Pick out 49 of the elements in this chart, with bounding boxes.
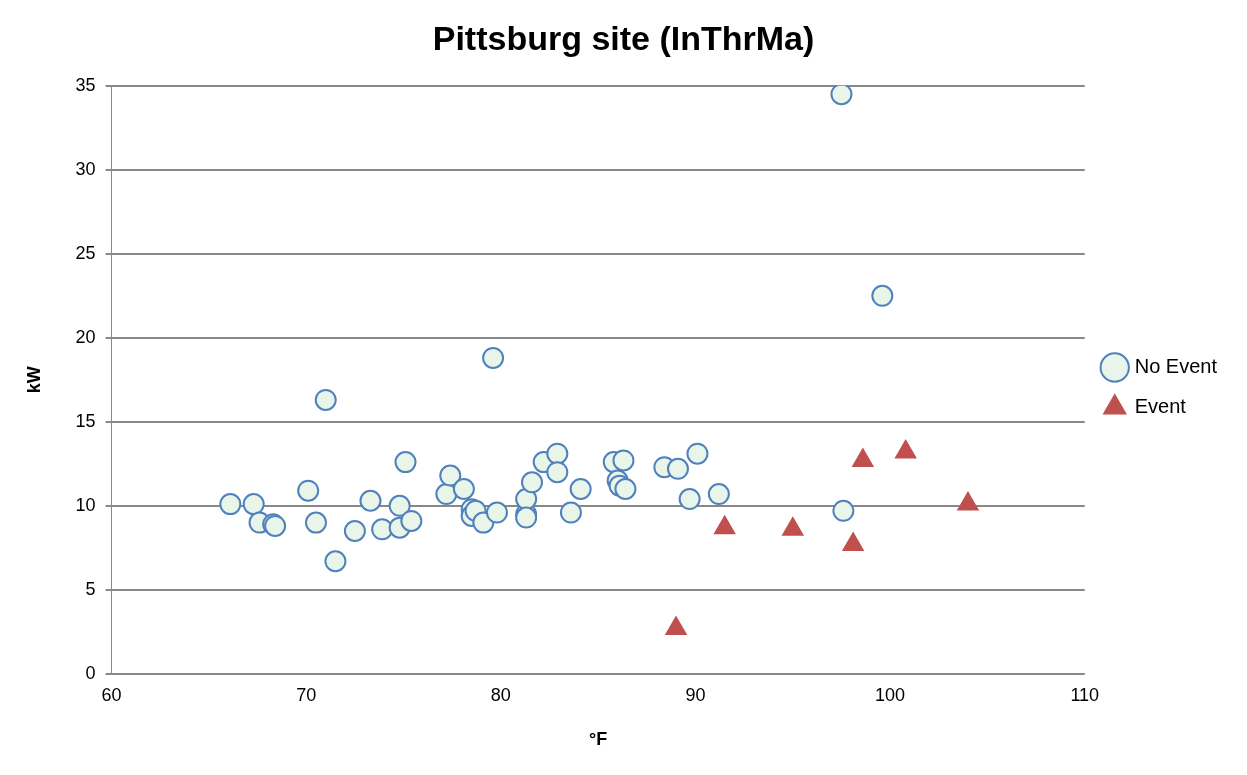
y-tick-label: 15: [75, 410, 96, 431]
point: [559, 501, 582, 524]
point: [400, 509, 423, 532]
x-axis-title: °F: [589, 729, 608, 750]
y-tick-label: 20: [75, 326, 96, 347]
point: [314, 388, 337, 411]
chart-title: Pittsburg site (InThrMa): [432, 18, 815, 57]
point: [343, 520, 366, 542]
point: [304, 511, 327, 534]
point: [242, 493, 265, 516]
x-tick-label: 110: [1070, 684, 1100, 705]
point: [614, 478, 637, 500]
point: [832, 499, 855, 522]
point: [871, 284, 894, 307]
point: [359, 489, 382, 512]
point: [686, 442, 709, 465]
x-tick-label: 90: [685, 684, 706, 705]
y-tick-label: 10: [75, 494, 96, 515]
point: [371, 518, 394, 541]
point: [482, 346, 505, 369]
point: [707, 483, 730, 506]
point: [612, 449, 635, 472]
point: [388, 494, 411, 517]
y-tick-label: 30: [75, 158, 96, 179]
point: [678, 488, 701, 511]
x-tick-label: 80: [490, 684, 511, 705]
y-tick-label: 5: [85, 578, 96, 599]
point: [324, 550, 347, 573]
y-tick-label: 0: [85, 662, 96, 683]
point: [546, 442, 569, 465]
point: [219, 493, 242, 516]
x-tick-label: 100: [875, 684, 906, 705]
y-tick-label: 35: [75, 74, 96, 95]
point: [546, 461, 569, 484]
y-axis-title: kW: [23, 366, 44, 394]
point: [439, 464, 462, 487]
legend-label: Event: [1134, 395, 1187, 418]
point: [452, 478, 475, 500]
y-tick-label: 25: [75, 242, 96, 263]
legend-label: No Event: [1134, 355, 1218, 378]
point: [830, 85, 853, 106]
point: [521, 471, 544, 494]
x-tick-label: 70: [296, 684, 317, 705]
point: [394, 451, 417, 474]
point: [666, 457, 689, 480]
point: [485, 501, 508, 524]
point: [569, 478, 592, 500]
x-tick-label: 60: [101, 684, 122, 705]
point: [297, 479, 320, 502]
